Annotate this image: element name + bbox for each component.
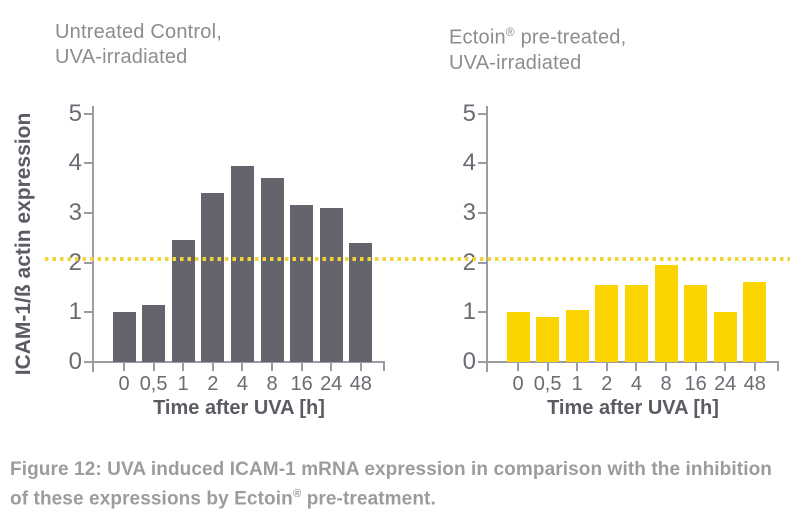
bar: [201, 193, 225, 362]
y-axis-label: ICAM-1/ß actin expression: [12, 112, 35, 376]
x-tick-mark: [517, 362, 519, 371]
x-tick-label: 2: [207, 373, 219, 395]
x-tick-label: 24: [320, 373, 343, 395]
y-tick-label: 5: [462, 99, 476, 127]
x-tick-mark: [694, 362, 697, 371]
chart-title: Untreated Control, UVA-irradiated: [55, 20, 222, 70]
x-tick-mark: [605, 362, 608, 371]
y-tick-mark: [84, 162, 93, 165]
y-tick-label: 3: [462, 198, 476, 226]
y-tick-mark: [84, 311, 93, 314]
x-tick-mark: [152, 362, 155, 371]
x-tick-mark: [724, 362, 727, 371]
x-tick-label: 24: [714, 373, 737, 395]
bar: [565, 309, 589, 362]
y-tick-mark: [478, 211, 487, 214]
y-tick-mark: [478, 311, 487, 314]
bar: [260, 178, 284, 362]
y-tick-mark: [84, 211, 93, 214]
bar: [230, 165, 254, 362]
y-axis-line: [92, 106, 94, 372]
x-tick-mark: [271, 362, 273, 371]
bar: [624, 284, 648, 362]
bar: [713, 312, 737, 362]
bar: [349, 242, 373, 362]
chart-title-line1: Ectoin® pre-treated,: [449, 25, 627, 49]
x-tick-label: 16: [684, 373, 707, 395]
x-tick-label: 0: [512, 373, 524, 395]
x-tick-mark: [123, 362, 125, 371]
y-tick-mark: [478, 361, 487, 363]
x-tick-mark: [330, 362, 333, 371]
chart-ectoin-pretreated: Ectoin® pre-treated, UVA-irradiated Time…: [394, 0, 794, 440]
bar: [112, 312, 136, 362]
chart-untreated-control: Untreated Control, UVA-irradiated ICAM-1…: [0, 0, 400, 440]
x-tick-mark: [665, 362, 667, 371]
y-tick-label: 5: [68, 99, 82, 127]
y-tick-label: 1: [68, 298, 82, 326]
bar: [743, 282, 767, 362]
bar: [684, 284, 708, 362]
bar: [654, 265, 678, 362]
bar: [536, 317, 560, 362]
y-tick-label: 2: [68, 248, 82, 276]
x-tick-label: 48: [349, 373, 372, 395]
x-tick-label: 1: [571, 373, 583, 395]
x-tick-mark: [359, 362, 362, 371]
x-tick-label: 2: [601, 373, 613, 395]
x-axis-end-tick: [383, 362, 385, 371]
y-tick-mark: [84, 361, 93, 363]
x-tick-label: 16: [290, 373, 313, 395]
x-tick-label: 4: [630, 373, 642, 395]
x-axis-end-tick: [777, 362, 779, 371]
x-tick-mark: [182, 362, 185, 371]
x-tick-mark: [576, 362, 579, 371]
bar: [319, 207, 343, 362]
x-axis-label: Time after UVA [h]: [547, 397, 719, 419]
x-axis-line: [92, 361, 385, 363]
x-tick-mark: [753, 362, 756, 371]
x-tick-mark: [300, 362, 303, 371]
x-tick-mark: [211, 362, 214, 371]
bar: [290, 205, 314, 362]
y-tick-label: 0: [68, 348, 82, 375]
x-tick-label: 8: [266, 373, 278, 395]
figure-caption: Figure 12: UVA induced ICAM-1 mRNA expre…: [10, 459, 772, 510]
x-axis-line: [486, 361, 779, 363]
y-tick-label: 0: [462, 348, 476, 375]
reference-threshold-line: [45, 257, 790, 261]
x-tick-label: 0,5: [139, 373, 168, 395]
y-tick-mark: [84, 261, 93, 264]
x-tick-label: 1: [177, 373, 189, 395]
x-tick-mark: [241, 362, 244, 371]
bar: [506, 312, 530, 362]
chart-title-line2: UVA-irradiated: [449, 51, 582, 74]
y-tick-label: 4: [68, 149, 82, 177]
y-tick-mark: [478, 112, 487, 115]
bar: [595, 284, 619, 362]
x-tick-label: 48: [743, 373, 766, 395]
y-tick-label: 1: [462, 298, 476, 326]
x-tick-label: 4: [236, 373, 248, 395]
x-tick-label: 8: [660, 373, 672, 395]
x-axis-label: Time after UVA [h]: [153, 397, 325, 419]
y-tick-label: 2: [462, 248, 476, 276]
x-tick-label: 0: [118, 373, 130, 395]
y-tick-label: 3: [68, 198, 82, 226]
bar: [171, 240, 195, 362]
bar: [142, 304, 166, 362]
y-tick-label: 4: [462, 149, 476, 177]
y-tick-mark: [84, 112, 93, 115]
x-tick-mark: [635, 362, 638, 371]
chart-title-line1: Untreated Control,: [55, 21, 223, 43]
chart-title: Ectoin® pre-treated, UVA-irradiated: [449, 20, 626, 76]
y-axis-line: [486, 106, 488, 372]
x-tick-label: 0,5: [533, 373, 562, 395]
y-tick-mark: [478, 261, 487, 264]
y-tick-mark: [478, 162, 487, 165]
x-tick-mark: [546, 362, 549, 371]
chart-title-line2: UVA-irradiated: [55, 46, 188, 68]
